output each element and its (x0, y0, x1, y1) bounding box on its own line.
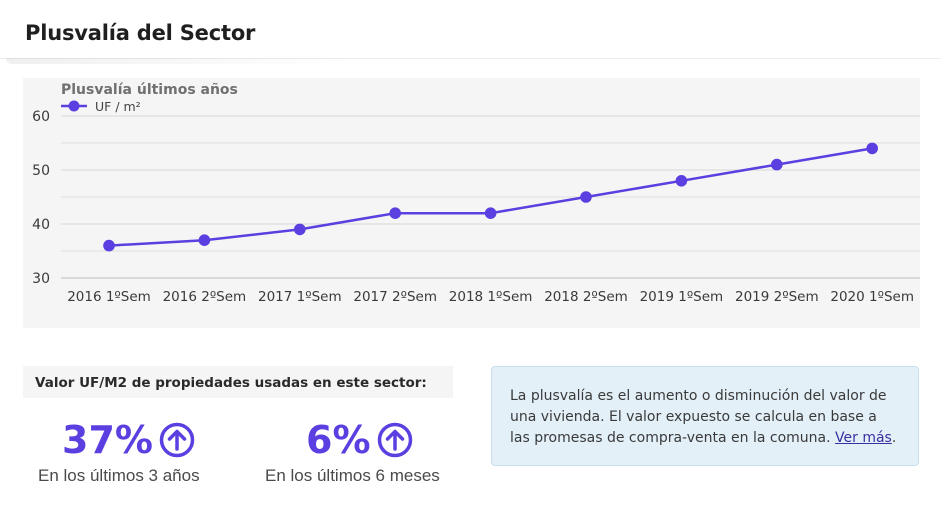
data-point[interactable] (866, 142, 878, 155)
data-point[interactable] (389, 207, 402, 219)
x-tick-label: 2019 1ºSem (640, 289, 724, 305)
y-tick-label: 50 (32, 163, 50, 179)
data-point[interactable] (294, 223, 306, 236)
x-tick-label: 2017 1ºSem (258, 289, 342, 305)
x-tick-label: 2017 2ºSem (353, 289, 437, 305)
stat-6-months: 6% (306, 418, 413, 462)
y-tick-label: 30 (32, 271, 50, 287)
series-layer (103, 142, 878, 252)
stat-value: 37% (62, 418, 153, 462)
stat-caption: En los últimos 3 años (38, 466, 200, 485)
stats-label: Valor UF/M2 de propiedades usadas en est… (35, 375, 427, 391)
x-tick-label: 2018 1ºSem (449, 289, 533, 305)
x-tick-label: 2020 1ºSem (830, 289, 914, 305)
y-axis-ticks: 30 40 50 60 (32, 109, 50, 287)
chart-subtitle: Plusvalía últimos años (61, 82, 238, 98)
arrow-up-circle-icon (377, 422, 413, 458)
data-point[interactable] (771, 158, 783, 171)
data-point[interactable] (103, 239, 115, 252)
stats-label-box: Valor UF/M2 de propiedades usadas en est… (23, 366, 453, 398)
y-tick-label: 60 (32, 109, 50, 125)
legend-marker (68, 100, 80, 112)
info-text: La plusvalía es el aumento o disminución… (510, 388, 887, 446)
data-point[interactable] (484, 207, 497, 219)
x-axis-ticks: 2016 1ºSem 2016 2ºSem 2017 1ºSem 2017 2ºSem… (67, 289, 914, 305)
grid-layer (61, 115, 920, 279)
header-shadow (6, 58, 356, 64)
page-title: Plusvalía del Sector (25, 21, 256, 45)
section-header: Plusvalía del Sector (0, 0, 941, 59)
stat-value: 6% (306, 418, 371, 462)
legend-label: UF / m² (95, 99, 141, 114)
data-point[interactable] (580, 191, 592, 203)
x-tick-label: 2016 2ºSem (163, 289, 247, 305)
info-text-end: . (891, 430, 897, 446)
y-tick-label: 40 (32, 217, 50, 233)
info-box: La plusvalía es el aumento o disminución… (491, 366, 919, 466)
data-point[interactable] (675, 175, 688, 187)
stat-caption: En los últimos 6 meses (265, 466, 440, 485)
data-point[interactable] (198, 234, 211, 246)
arrow-up-circle-icon (159, 422, 195, 458)
line-chart: Plusvalía últimos años UF / m² 30405060 … (32, 82, 920, 305)
stat-3-years: 37% (62, 418, 195, 462)
x-tick-label: 2018 2ºSem (544, 289, 628, 305)
x-tick-label: 2019 2ºSem (735, 289, 819, 305)
chart-panel: Plusvalía últimos años UF / m² 30 40 50 60 … (23, 78, 920, 328)
x-tick-label: 2016 1ºSem (67, 289, 151, 305)
ver-mas-link[interactable]: Ver más (835, 430, 892, 446)
